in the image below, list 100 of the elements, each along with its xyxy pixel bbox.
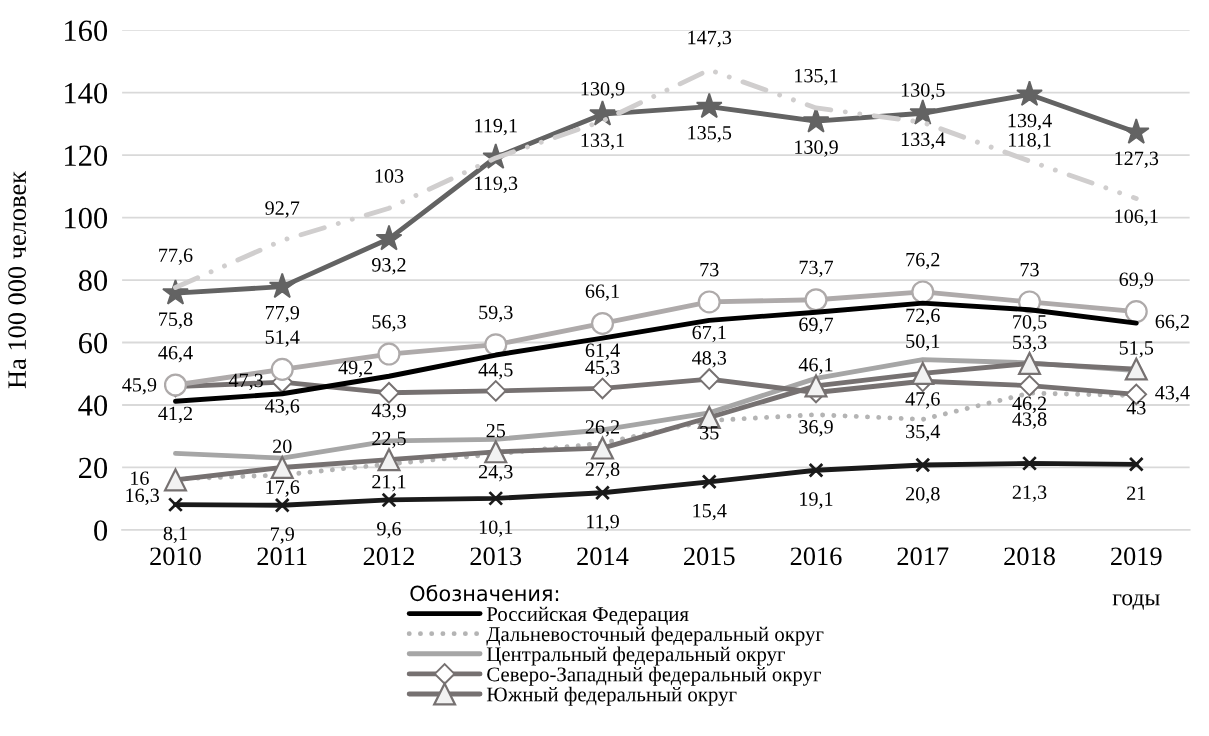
y-tick-label: 0 xyxy=(94,520,108,541)
point xyxy=(804,288,828,312)
data-label: 93,2 xyxy=(372,258,406,275)
legend-label: Южный федеральный округ xyxy=(486,686,737,706)
data-label: 21 xyxy=(1127,486,1146,500)
data-label: 118,1 xyxy=(1009,133,1051,150)
data-label: 44,5 xyxy=(478,363,513,380)
point xyxy=(1128,456,1144,472)
data-label: 139,4 xyxy=(1008,113,1052,131)
point xyxy=(911,361,935,385)
point xyxy=(1018,374,1041,397)
legend-label: Северо-Западный федеральный округ xyxy=(487,666,821,686)
legend-label: Центральный федеральный округ xyxy=(486,646,785,666)
data-label: 92,7 xyxy=(265,201,300,218)
data-label: 15,4 xyxy=(693,503,727,521)
x-tick-label: 2010 xyxy=(150,547,201,566)
data-label: 26,2 xyxy=(585,420,620,437)
data-label: 46,1 xyxy=(798,357,833,375)
y-tick-label: 20 xyxy=(79,457,108,479)
data-label: 130,9 xyxy=(795,140,838,157)
data-label: 69,7 xyxy=(799,317,834,335)
point xyxy=(167,496,184,513)
data-label: 130,9 xyxy=(581,81,625,99)
data-label: 59,3 xyxy=(479,305,513,323)
data-label: 135,5 xyxy=(688,125,732,143)
point xyxy=(698,368,721,390)
y-tick-label: 60 xyxy=(78,332,108,354)
data-label: 45,9 xyxy=(122,378,157,395)
data-label: 21,1 xyxy=(372,474,406,492)
point xyxy=(270,357,294,381)
y-tick-label: 140 xyxy=(65,82,108,104)
data-label: 16 xyxy=(131,471,149,485)
data-label: 73 xyxy=(1020,262,1039,277)
data-label: 75,8 xyxy=(159,312,193,329)
point xyxy=(808,462,824,478)
x-tick-label: 2019 xyxy=(1111,547,1162,566)
data-label: 9,6 xyxy=(377,522,401,539)
point xyxy=(1016,80,1043,107)
data-label: 7,9 xyxy=(270,527,294,544)
data-label: 43,9 xyxy=(371,403,406,421)
y-tick-label: 100 xyxy=(65,207,108,229)
point xyxy=(695,92,723,119)
point xyxy=(1021,455,1038,472)
y-tick-label: 80 xyxy=(78,270,108,291)
data-label: 76,2 xyxy=(906,252,940,270)
y-tick-label: 120 xyxy=(65,145,108,167)
x-tick-label: 2015 xyxy=(684,547,735,566)
y-axis-title: На 100 000 человек xyxy=(8,171,27,389)
x-tick-label: 2017 xyxy=(897,547,949,566)
data-label: 133,4 xyxy=(901,132,946,149)
point xyxy=(909,99,937,125)
data-label: 43,4 xyxy=(1155,385,1190,403)
data-label: 119,1 xyxy=(475,118,517,136)
data-label: 8,1 xyxy=(163,526,187,544)
data-label: 70,5 xyxy=(1013,315,1047,332)
point xyxy=(911,280,935,304)
data-label: 17,6 xyxy=(266,480,300,497)
data-label: 130,5 xyxy=(901,83,945,100)
data-label: 22,5 xyxy=(372,431,406,449)
x-tick-label: 2013 xyxy=(470,547,522,566)
data-label: 20 xyxy=(273,439,292,454)
point xyxy=(378,382,400,404)
data-label: 19,1 xyxy=(800,492,833,509)
data-label: 47,6 xyxy=(905,392,940,409)
data-label: 48,3 xyxy=(692,351,727,368)
data-label: 43,8 xyxy=(1012,412,1047,429)
point xyxy=(915,457,931,473)
data-label: 21,3 xyxy=(1012,485,1047,502)
point xyxy=(484,333,508,357)
data-label: 46,4 xyxy=(158,345,193,363)
x-tick-label: 2018 xyxy=(1004,547,1055,566)
y-tick-label: 40 xyxy=(78,395,108,416)
data-label: 103 xyxy=(375,169,404,183)
data-label: 36,9 xyxy=(799,420,833,437)
point xyxy=(589,100,616,126)
point xyxy=(701,474,717,490)
point xyxy=(163,468,188,492)
data-label: 41,2 xyxy=(158,406,192,424)
data-label: 69,9 xyxy=(1119,272,1154,289)
y-tick-label: 160 xyxy=(65,20,108,42)
data-label: 72,6 xyxy=(906,308,940,325)
point xyxy=(377,448,401,472)
data-label: 27,8 xyxy=(585,462,620,479)
data-label: 11,9 xyxy=(587,514,619,532)
legend-label: Дальневосточный федеральный округ xyxy=(486,626,824,646)
data-label: 35 xyxy=(700,426,719,440)
x-axis-title: годы xyxy=(1112,594,1160,610)
data-label: 77,6 xyxy=(159,248,193,265)
data-label: 77,9 xyxy=(265,305,300,323)
x-tick-label: 2014 xyxy=(577,547,629,566)
data-label: 51,5 xyxy=(1119,341,1154,358)
data-label: 73 xyxy=(700,262,719,277)
point xyxy=(484,440,508,464)
x-tick-label: 2016 xyxy=(790,547,842,566)
data-label: 43 xyxy=(1126,401,1146,415)
point xyxy=(590,311,615,335)
data-label: 127,3 xyxy=(1115,151,1159,169)
data-label: 24,3 xyxy=(479,464,513,482)
data-label: 53,3 xyxy=(1013,335,1047,352)
data-label: 135,1 xyxy=(795,68,838,86)
